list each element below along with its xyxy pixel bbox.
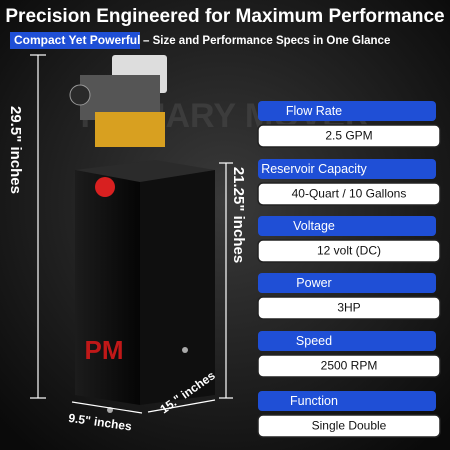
tag: Compact Yet Powerful [14,33,140,47]
spec-label: Reservoir Capacity [261,162,367,176]
spec-label-box [258,216,436,236]
spec-label-box [258,159,436,179]
spec-label-box [258,331,436,351]
spec-label: Voltage [293,219,335,233]
spec-value: 40-Quart / 10 Gallons [292,187,407,201]
spec-value-box [257,239,441,263]
pump-unit [69,55,215,413]
dimension-height-total: 29.5" inches [7,106,24,194]
dimension-height-tank: 21.25" inches [230,167,247,263]
title: Precision Engineered for Maximum Perform… [5,6,444,27]
tag-box [10,32,140,49]
spec-value-box [257,124,441,148]
spec-value: 2500 RPM [321,359,378,373]
spec-value-box [257,296,441,320]
spec-label-box [258,391,436,411]
dimension-lines [30,54,233,414]
spec-list: Flow Rate 2.5 GPM Reservoir Capacity 40-Qua… [257,101,441,438]
spec-value: 12 volt (DC) [317,244,381,258]
subtitle: – Size and Performance Specs in One Glan… [143,35,390,47]
spec-value: 3HP [337,301,360,315]
spec-value-box [257,414,441,438]
logo: PM [85,335,124,365]
spec-label: Speed [296,334,332,348]
spec-label: Power [296,276,331,290]
spec-label-box [258,273,436,293]
spec-label: Flow Rate [286,104,342,118]
spec-label-box [258,101,436,121]
spec-value-box [257,182,441,206]
spec-label: Function [290,394,338,408]
spec-value: 2.5 GPM [325,129,372,143]
spec-value-box [257,354,441,378]
spec-value: Single Double [312,419,387,433]
